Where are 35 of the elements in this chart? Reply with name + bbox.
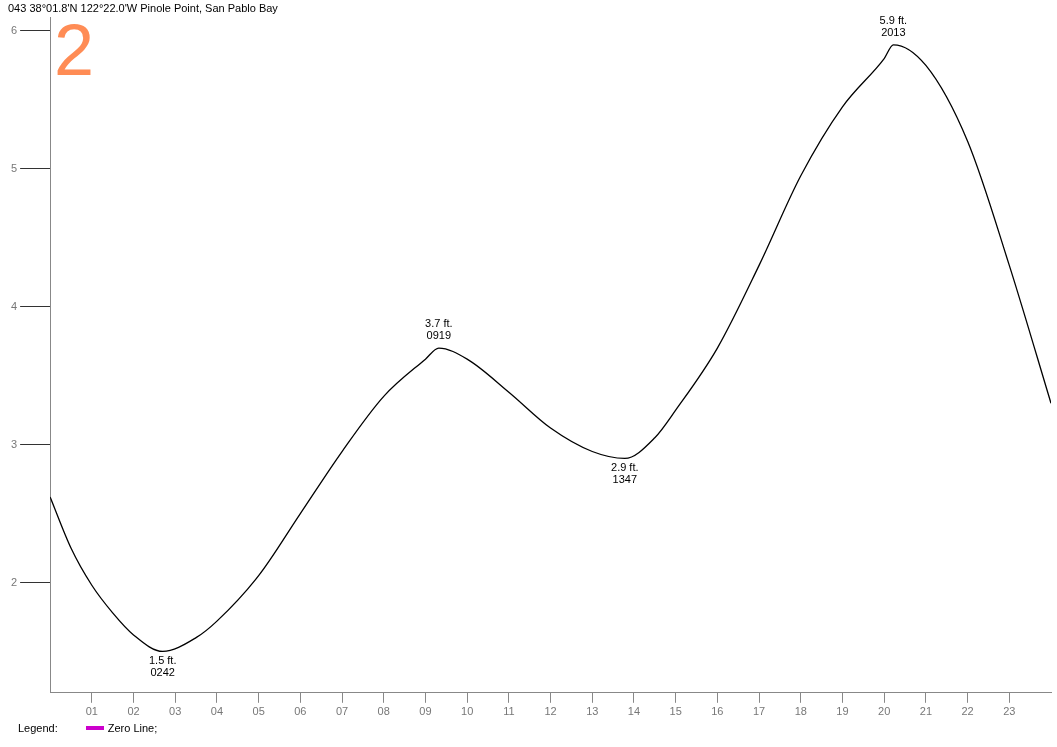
x-tick-label: 18 <box>794 705 807 718</box>
x-tick-label: 03 <box>169 705 182 718</box>
x-tick-label: 19 <box>836 705 849 718</box>
legend-title: Legend: <box>18 722 58 734</box>
x-tick-label: 15 <box>669 705 682 718</box>
annotation: 2.9 ft. 1347 <box>611 461 639 486</box>
chart-subtitle: 043 38°01.8'N 122°22.0'W Pinole Point, San Pablo Bay <box>8 1 279 14</box>
y-tick-label: 5 <box>10 161 18 174</box>
x-tick-label: 21 <box>919 705 933 718</box>
x-tick-label: 14 <box>627 705 641 718</box>
x-tick-label: 08 <box>377 705 390 718</box>
annotation: 1.5 ft. 0242 <box>148 654 177 679</box>
x-tick-label: 17 <box>752 705 766 718</box>
legend-label: Zero Line; <box>107 722 158 734</box>
x-tick-label: 06 <box>294 705 307 718</box>
x-tick-label: 13 <box>586 705 599 718</box>
x-tick-label: 07 <box>335 705 349 718</box>
x-tick-label: 12 <box>544 705 557 718</box>
x-tick-label: 05 <box>252 705 265 718</box>
x-tick-label: 04 <box>210 705 224 718</box>
annotation: 5.9 ft. 2013 <box>879 13 908 38</box>
x-tick-label: 01 <box>85 705 98 718</box>
y-tick-label: 4 <box>10 299 18 312</box>
x-tick-label: 11 <box>503 705 515 718</box>
x-tick-label: 23 <box>1003 705 1016 718</box>
annotation: 3.7 ft. 0919 <box>425 317 453 342</box>
x-tick-label: 10 <box>461 705 474 718</box>
y-tick-label: 2 <box>10 575 18 588</box>
y-tick-label: 3 <box>10 437 18 450</box>
x-tick-label: 16 <box>711 705 724 718</box>
x-tick-label: 20 <box>878 705 891 718</box>
x-tick-label: 22 <box>961 705 974 718</box>
x-tick-label: 02 <box>127 705 140 718</box>
y-tick-label: 6 <box>10 24 18 37</box>
x-tick-label: 09 <box>419 705 432 718</box>
